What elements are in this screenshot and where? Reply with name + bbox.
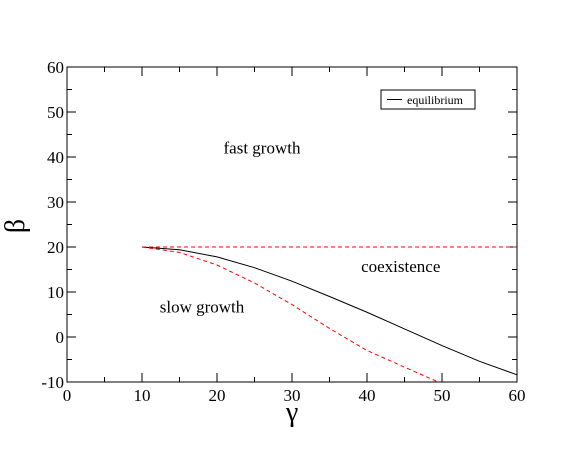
y-axis-label: β bbox=[0, 219, 31, 233]
x-tick-label: 0 bbox=[63, 386, 72, 405]
region-label: fast growth bbox=[224, 138, 301, 157]
series-line-2 bbox=[141, 246, 439, 383]
x-tick-label: 60 bbox=[509, 386, 526, 405]
y-tick-label: 40 bbox=[47, 148, 64, 167]
series-layer bbox=[141, 246, 518, 383]
y-tick-label: 0 bbox=[56, 328, 65, 347]
x-tick-label: 30 bbox=[284, 386, 301, 405]
legend-label: equilibrium bbox=[407, 93, 464, 107]
x-axis-label: γ bbox=[285, 397, 298, 428]
legend: equilibrium bbox=[380, 89, 476, 110]
y-tick-label: 30 bbox=[47, 193, 64, 212]
y-tick-label: 50 bbox=[47, 103, 64, 122]
legend-box bbox=[380, 89, 476, 110]
region-label: coexistence bbox=[361, 257, 440, 276]
plot-frame bbox=[66, 66, 518, 383]
x-tick-label: 40 bbox=[359, 386, 376, 405]
x-tick-label: 10 bbox=[134, 386, 151, 405]
x-tick-label: 20 bbox=[209, 386, 226, 405]
region-label: slow growth bbox=[160, 297, 245, 316]
y-tick-label: -10 bbox=[41, 373, 64, 392]
series-line-equilibrium bbox=[141, 246, 518, 376]
y-tick-label: 20 bbox=[47, 238, 64, 257]
y-tick-label: 10 bbox=[47, 283, 64, 302]
annotations: fast growth coexistence slow growth bbox=[160, 138, 441, 316]
x-tick-label: 50 bbox=[434, 386, 451, 405]
y-tick-label: 60 bbox=[47, 58, 64, 77]
